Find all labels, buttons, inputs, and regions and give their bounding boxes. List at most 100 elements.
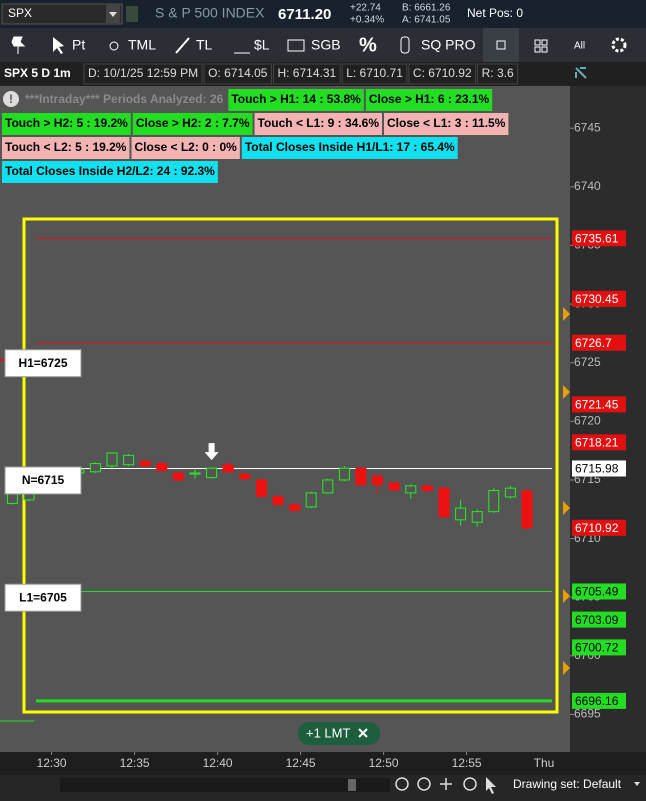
stat-text: Close < L2: 0 : 0% [134,140,237,154]
header-cell [477,63,519,85]
sgb-icon[interactable] [287,39,305,52]
drawing-set-arrow[interactable] [634,782,640,786]
candle-body [388,482,400,491]
y-tick-label: 6695 [574,707,601,721]
header-cell-text: C: 6710.92 [413,66,472,80]
expand-icon[interactable] [575,67,587,79]
candle-body [272,495,284,506]
level-label: L1=6705 [19,590,67,604]
tool-label[interactable]: % [359,34,377,56]
stat-box [254,113,383,135]
net-pos: Net Pos: 0 [467,6,523,20]
x-tick-label: 12:50 [369,756,399,770]
price-tag [572,583,626,600]
price-tag [572,460,626,477]
stat-text: Close > H1: 6 : 23.1% [369,92,490,106]
candle-body [156,463,168,472]
price-tag [572,519,626,536]
stat-box [2,161,218,183]
price-tag-label: 6710.92 [575,521,619,535]
change: +22.74 [350,3,381,14]
symbol[interactable]: SPX [8,6,32,20]
level-label: N=6715 [22,473,65,487]
zoom-in[interactable] [417,777,431,791]
link-icon[interactable] [126,6,138,22]
header-cell [408,63,477,85]
time-axis [0,752,646,775]
candle-body [488,490,500,513]
zoom-out[interactable] [395,777,409,791]
marker [563,501,570,515]
candle-body [521,490,533,529]
symbol-name: S & P 500 INDEX [155,5,265,21]
price-tag [572,230,626,247]
price-tag [572,692,626,709]
marker [563,385,570,399]
order-pill[interactable] [298,722,380,745]
tool-label[interactable]: SQ PRO [421,37,476,53]
tool-label[interactable]: SGB [311,37,341,53]
tool-label[interactable]: Pt [72,37,85,53]
pan-icon[interactable] [440,778,452,790]
tool-label[interactable]: TML [128,37,156,53]
x-tick-label: 12:55 [452,756,482,770]
candle-body [189,472,201,475]
header-cell-text: R: 3.6 [482,66,514,80]
drawing-set[interactable]: Drawing set: Default [513,777,622,791]
price-tag [572,396,626,413]
cursor-icon[interactable] [486,777,496,794]
grid-icon[interactable] [534,39,548,53]
stat-box [384,113,509,135]
x-tick-label: 12:40 [203,756,233,770]
bid: B: 6661.26 [402,3,451,14]
plot-area [0,86,570,752]
crosshair[interactable] [463,777,477,791]
pin-icon[interactable] [11,36,26,54]
price-tag [572,611,626,628]
sqpro-icon[interactable] [400,36,410,54]
stat-text: Touch > H2: 5 : 19.2% [5,116,128,130]
candle-body [89,463,101,473]
level-label: H1=6725 [18,356,67,370]
candle-body [106,452,118,467]
ask: A: 6741.05 [402,15,451,26]
stat-box [132,113,253,135]
tool-label[interactable]: $L [254,37,270,53]
tool-label[interactable]: TL [196,37,213,53]
scrollbar[interactable] [60,778,390,792]
price-tag-label: 6700.72 [575,641,619,655]
candle-body [255,479,267,497]
candle-body [421,485,433,492]
candle-body [355,467,367,486]
price-tag-label: 6726.7 [575,336,612,350]
order-close[interactable] [358,728,368,738]
header-cell-text: D: 10/1/25 12:59 PM [88,66,198,80]
candle-body [6,493,18,504]
tml-icon[interactable] [109,41,119,51]
scroll-thumb[interactable] [348,779,356,791]
tl-icon[interactable] [175,37,190,54]
candle-body [504,487,516,498]
square-icon[interactable] [496,40,506,50]
stat-box [2,137,130,159]
stat-box [228,89,364,111]
price-tag [572,334,626,351]
tool-label[interactable]: All [574,41,585,52]
candle-body [455,507,467,521]
symbol-box[interactable] [1,3,123,25]
header-cell-text: L: 6710.71 [346,66,403,80]
price-tag-label: 6735.61 [575,231,619,245]
y-tick-label: 6720 [574,414,601,428]
gear-icon[interactable] [611,37,627,53]
stat-box [22,89,227,111]
pointer-icon[interactable] [53,37,64,54]
warning-icon[interactable] [3,91,19,107]
change-pct: +0.34% [350,15,384,26]
candle-body [322,479,334,494]
header-cell-text: O: 6714.05 [208,66,268,80]
dropdown-arrow [109,12,117,17]
y-tick-label: 6740 [574,179,601,193]
candle-body [139,460,151,467]
order-label[interactable]: +1 LMT [306,725,350,740]
arrow-marker [204,443,219,461]
